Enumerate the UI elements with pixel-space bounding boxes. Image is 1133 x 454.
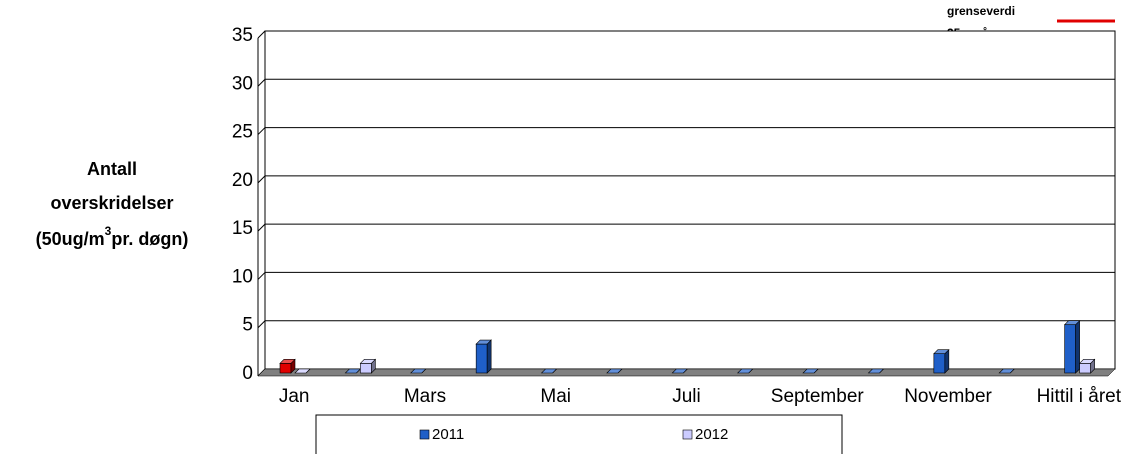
y-tick-label: 35 [232, 25, 253, 46]
bar [736, 368, 754, 374]
bar [998, 368, 1015, 374]
bar-top [998, 368, 1015, 374]
y-axis-label-part: (50ug/m [36, 229, 105, 249]
x-tick-label: November [904, 386, 992, 407]
bar [359, 358, 377, 374]
bar-top [867, 368, 885, 374]
bar [279, 358, 296, 374]
y-tick-label: 15 [232, 218, 253, 239]
y-tick [257, 272, 266, 280]
bar-top [1063, 320, 1081, 326]
y-axis-label: overskridelser [50, 193, 173, 213]
y-tick [257, 127, 266, 135]
y-axis-label-part: pr. døgn) [111, 229, 188, 249]
bar [294, 368, 311, 374]
bar [867, 368, 885, 374]
y-axis-label: Antall [87, 159, 137, 179]
bar-front [360, 363, 372, 374]
floor [257, 368, 1116, 377]
y-tick [257, 175, 266, 184]
y-tick-label: 0 [242, 363, 253, 384]
legend-box [315, 414, 843, 454]
legend-label: 2012 [695, 426, 728, 443]
legend-label: 2011 [432, 426, 464, 443]
bar-top [671, 368, 689, 374]
x-tick-label: Juli [672, 386, 701, 407]
bar [933, 348, 950, 374]
bar-side [486, 339, 492, 374]
bar-top [606, 368, 623, 374]
bar-top [802, 368, 819, 374]
bar-front [279, 363, 292, 374]
x-tick-label: Hittil i året [1037, 386, 1122, 407]
bar-top [475, 339, 492, 345]
bar-top [294, 368, 311, 374]
y-tick-label: 25 [232, 122, 253, 143]
y-tick [257, 78, 266, 87]
y-tick [257, 223, 266, 232]
bar [671, 368, 689, 374]
y-axis-label: (50ug/m3pr. døgn) [36, 224, 189, 249]
bar-top [736, 368, 754, 374]
bar [540, 368, 558, 374]
bar [802, 368, 819, 374]
y-tick-label: 10 [232, 266, 253, 287]
annotation: grenseverdi [947, 4, 1015, 18]
bar-front [933, 353, 946, 374]
bar-top [540, 368, 558, 374]
bar-top [279, 359, 296, 364]
y-tick-label: 5 [242, 315, 253, 336]
x-tick-label: September [771, 386, 865, 407]
plot-wall [264, 30, 1116, 370]
y-tick-label: 30 [232, 73, 253, 94]
legend-swatch [419, 429, 430, 440]
y-tick-label: 20 [232, 170, 253, 191]
y-tick [257, 320, 266, 329]
bar-top [1078, 359, 1096, 364]
bar-front [475, 343, 488, 374]
bar-side [1075, 319, 1080, 374]
bar-front [1064, 324, 1076, 374]
x-tick-label: Mars [404, 386, 446, 407]
bar-top [410, 368, 427, 374]
bar-top [933, 349, 950, 354]
bar-top [359, 359, 377, 364]
y-tick [257, 30, 266, 39]
bar [475, 339, 492, 374]
x-tick-label: Jan [279, 386, 310, 407]
x-tick-label: Mai [540, 386, 571, 407]
bar-front [1079, 363, 1091, 374]
y-axis-label-sup: 3 [105, 224, 112, 238]
bar [1078, 358, 1096, 374]
bar [1063, 319, 1081, 374]
bar [606, 368, 623, 374]
bar [410, 368, 427, 374]
legend-swatch [682, 429, 693, 440]
